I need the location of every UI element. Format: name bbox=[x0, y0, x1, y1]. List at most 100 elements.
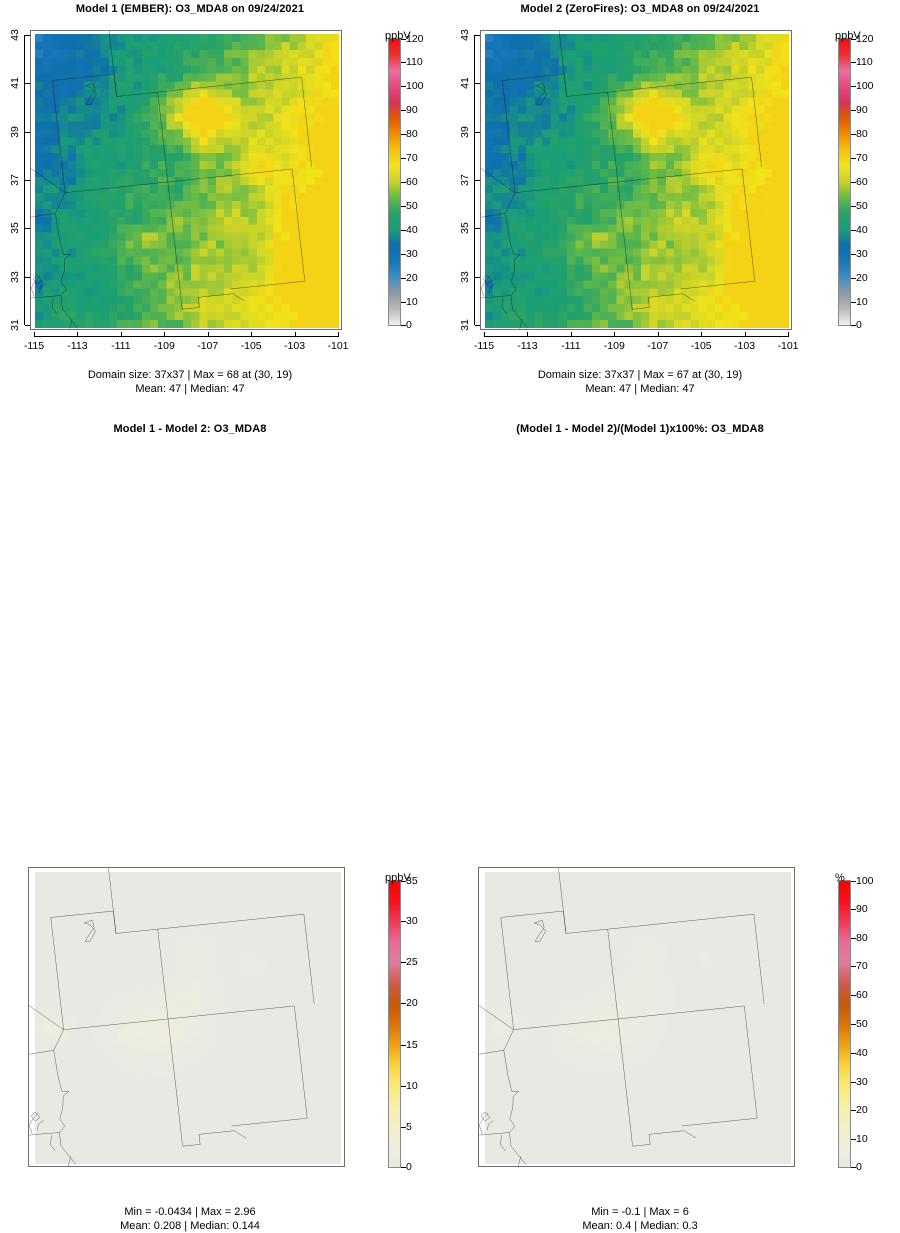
colorbar-tick-label: 70 bbox=[406, 152, 418, 164]
map-panel-model1: Model 1 (EMBER): O3_MDA8 on 09/24/2021 -… bbox=[0, 0, 450, 420]
y-tick-label: 37 bbox=[459, 174, 471, 186]
caption-line-1: Min = -0.1 | Max = 6 bbox=[450, 1206, 830, 1220]
caption-line-1: Domain size: 37x37 | Max = 67 at (30, 19… bbox=[450, 369, 830, 383]
colorbar-tick-label: 50 bbox=[856, 1018, 868, 1030]
colorbar-tick-label: 60 bbox=[856, 989, 868, 1001]
colorbar-tick-label: 50 bbox=[856, 200, 868, 212]
colorbar-tick-label: 10 bbox=[406, 1080, 418, 1092]
raster-field bbox=[485, 34, 789, 328]
caption-line-2: Mean: 47 | Median: 47 bbox=[450, 383, 830, 397]
colorbar-tick-label: 40 bbox=[406, 224, 418, 236]
map-panel-percent-difference: (Model 1 - Model 2)/(Model 1)x100%: O3_M… bbox=[450, 420, 900, 840]
y-tick-label: 39 bbox=[459, 126, 471, 138]
map-frame bbox=[28, 867, 345, 1167]
y-tick-label: 35 bbox=[9, 222, 21, 234]
colorbar-tick-label: 0 bbox=[856, 1161, 862, 1173]
figure-canvas: Model 1 (EMBER): O3_MDA8 on 09/24/2021 -… bbox=[0, 0, 900, 840]
colorbar-tick-label: 20 bbox=[406, 997, 418, 1009]
colorbar-tick-label: 20 bbox=[406, 272, 418, 284]
panel-caption-model1: Domain size: 37x37 | Max = 68 at (30, 19… bbox=[0, 369, 380, 396]
raster-field bbox=[35, 872, 341, 1164]
map-frame bbox=[30, 30, 342, 330]
colorbar-tick-label: 60 bbox=[406, 176, 418, 188]
x-tick-label: -111 bbox=[111, 340, 130, 352]
colorbar-tick-label: 100 bbox=[406, 80, 424, 92]
map-frame bbox=[478, 867, 795, 1167]
colorbar-tick-label: 5 bbox=[406, 1121, 412, 1133]
y-tick-label: 43 bbox=[9, 29, 21, 41]
panel-title-percent-difference: (Model 1 - Model 2)/(Model 1)x100%: O3_M… bbox=[450, 423, 830, 435]
colorbar-tick-label: 0 bbox=[406, 1161, 412, 1173]
colorbar-tick-label: 60 bbox=[856, 176, 868, 188]
colorbar-tick-label: 90 bbox=[406, 104, 418, 116]
x-tick-label: -101 bbox=[777, 340, 798, 352]
colorbar-tick-label: 80 bbox=[856, 932, 868, 944]
x-tick-label: -113 bbox=[517, 340, 537, 352]
x-tick-label: -101 bbox=[327, 340, 348, 352]
y-tick-label: 43 bbox=[459, 29, 471, 41]
colorbar-tick-label: 70 bbox=[856, 960, 868, 972]
colorbar-tick-label: 10 bbox=[856, 1133, 868, 1145]
panel-title-model2: Model 2 (ZeroFires): O3_MDA8 on 09/24/20… bbox=[450, 3, 830, 15]
colorbar-tick-label: 80 bbox=[406, 128, 418, 140]
caption-line-2: Mean: 0.4 | Median: 0.3 bbox=[450, 1220, 830, 1233]
x-tick-label: -103 bbox=[284, 340, 305, 352]
colorbar-tick-label: 30 bbox=[856, 248, 868, 260]
x-tick-label: -113 bbox=[67, 340, 87, 352]
colorbar-tick-label: 0 bbox=[856, 319, 862, 331]
map-panel-model2: Model 2 (ZeroFires): O3_MDA8 on 09/24/20… bbox=[450, 0, 900, 420]
x-tick-label: -107 bbox=[647, 340, 668, 352]
panel-title-model1: Model 1 (EMBER): O3_MDA8 on 09/24/2021 bbox=[0, 3, 380, 15]
caption-line-1: Domain size: 37x37 | Max = 68 at (30, 19… bbox=[0, 369, 380, 383]
y-tick-label: 39 bbox=[9, 126, 21, 138]
x-tick-label: -115 bbox=[474, 340, 494, 352]
panel-caption-model2: Domain size: 37x37 | Max = 67 at (30, 19… bbox=[450, 369, 830, 396]
colorbar-tick-label: 40 bbox=[856, 1047, 868, 1059]
x-tick-label: -105 bbox=[241, 340, 262, 352]
raster-field bbox=[35, 34, 339, 328]
colorbar-tick-label: 35 bbox=[406, 875, 418, 887]
colorbar-tick-label: 15 bbox=[406, 1039, 418, 1051]
map-frame bbox=[480, 30, 792, 330]
colorbar-tick-label: 70 bbox=[856, 152, 868, 164]
colorbar-tick-label: 120 bbox=[406, 33, 424, 45]
colorbar-tick-label: 100 bbox=[856, 80, 874, 92]
y-tick-label: 41 bbox=[9, 77, 21, 89]
y-tick-label: 31 bbox=[9, 319, 21, 331]
colorbar-tick-label: 110 bbox=[856, 56, 873, 68]
y-tick-label: 41 bbox=[459, 77, 471, 89]
map-panel-difference: Model 1 - Model 2: O3_MDA8 Min = -0.0434… bbox=[0, 420, 450, 840]
colorbar-tick-label: 90 bbox=[856, 104, 868, 116]
y-tick-label: 35 bbox=[459, 222, 471, 234]
colorbar-gradient bbox=[838, 38, 851, 326]
colorbar-tick-label: 40 bbox=[856, 224, 868, 236]
x-tick-label: -109 bbox=[154, 340, 175, 352]
colorbar-tick-label: 0 bbox=[406, 319, 412, 331]
colorbar-tick-label: 90 bbox=[856, 903, 868, 915]
y-tick-label: 33 bbox=[9, 271, 21, 283]
colorbar-tick-label: 100 bbox=[856, 875, 874, 887]
colorbar-tick-label: 80 bbox=[856, 128, 868, 140]
x-tick-label: -109 bbox=[604, 340, 625, 352]
colorbar-tick-label: 110 bbox=[406, 56, 423, 68]
colorbar-gradient bbox=[388, 880, 401, 1168]
colorbar-tick-label: 120 bbox=[856, 33, 874, 45]
x-tick-label: -105 bbox=[691, 340, 712, 352]
caption-line-2: Mean: 0.208 | Median: 0.144 bbox=[0, 1220, 380, 1233]
caption-line-1: Min = -0.0434 | Max = 2.96 bbox=[0, 1206, 380, 1220]
y-tick-label: 31 bbox=[459, 319, 471, 331]
y-tick-label: 37 bbox=[9, 174, 21, 186]
colorbar-gradient bbox=[838, 880, 851, 1168]
colorbar-tick-label: 30 bbox=[406, 915, 418, 927]
colorbar-tick-label: 30 bbox=[406, 248, 418, 260]
caption-line-2: Mean: 47 | Median: 47 bbox=[0, 383, 380, 397]
colorbar-unit-percent-difference: % bbox=[835, 872, 845, 884]
colorbar-tick-label: 20 bbox=[856, 1104, 868, 1116]
colorbar-tick-label: 25 bbox=[406, 956, 418, 968]
y-tick-label: 33 bbox=[459, 271, 471, 283]
colorbar-gradient bbox=[388, 38, 401, 326]
colorbar-tick-label: 10 bbox=[406, 296, 418, 308]
colorbar-tick-label: 50 bbox=[406, 200, 418, 212]
